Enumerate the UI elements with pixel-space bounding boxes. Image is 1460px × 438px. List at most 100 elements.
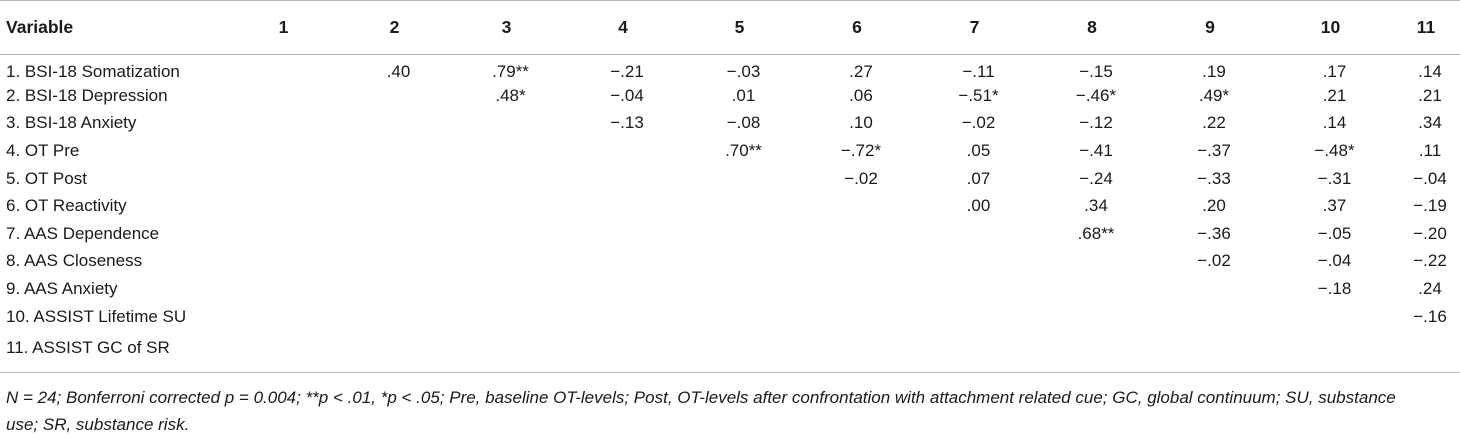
correlation-cell: .34 bbox=[1033, 192, 1151, 220]
correlation-cell: −.04 bbox=[1392, 165, 1460, 193]
correlation-cell bbox=[1033, 248, 1151, 276]
correlation-cell bbox=[1269, 303, 1392, 331]
correlation-cell bbox=[681, 192, 798, 220]
header-col-8: 8 bbox=[1033, 0, 1151, 55]
correlation-cell bbox=[798, 220, 916, 248]
correlation-cell bbox=[448, 110, 565, 138]
correlation-cell: −.02 bbox=[1151, 248, 1269, 276]
correlation-value: −.48* bbox=[1314, 141, 1355, 161]
correlation-value: .48* bbox=[495, 85, 526, 105]
correlation-cell: .24 bbox=[1392, 275, 1460, 303]
row-variable-label: 1. BSI-18 Somatization bbox=[6, 61, 180, 81]
correlation-value: −.15 bbox=[1079, 61, 1113, 81]
correlation-cell: .05 bbox=[916, 137, 1033, 165]
correlation-value: .05 bbox=[966, 141, 991, 161]
correlation-value: .07 bbox=[966, 168, 991, 188]
correlation-cell bbox=[565, 220, 681, 248]
correlation-cell: −.46* bbox=[1033, 82, 1151, 110]
correlation-value: −.51* bbox=[958, 85, 999, 105]
correlation-cell bbox=[226, 82, 341, 110]
correlation-value: −.04 bbox=[1413, 168, 1447, 188]
correlation-cell: .34 bbox=[1392, 110, 1460, 138]
correlation-value: −.11 bbox=[962, 61, 995, 81]
correlation-cell bbox=[341, 248, 448, 276]
correlation-cell: −.02 bbox=[916, 110, 1033, 138]
correlation-cell bbox=[341, 165, 448, 193]
table-row: 6. OT Reactivity .00 .34 .20 .37 −.19 bbox=[0, 192, 1460, 220]
correlation-cell: −.19 bbox=[1392, 192, 1460, 220]
correlation-cell: −.18 bbox=[1269, 275, 1392, 303]
table-row: 10. ASSIST Lifetime SU −.16 bbox=[0, 303, 1460, 331]
correlation-cell bbox=[681, 275, 798, 303]
correlation-cell: .17 bbox=[1269, 55, 1392, 83]
correlation-cell: .70** bbox=[681, 137, 798, 165]
correlation-cell bbox=[341, 110, 448, 138]
table-row: 5. OT Post −.02 .07 −.24 −.33 −.31 −.04 bbox=[0, 165, 1460, 193]
correlation-cell: −.37 bbox=[1151, 137, 1269, 165]
correlation-cell: .37 bbox=[1269, 192, 1392, 220]
correlation-value: .17 bbox=[1322, 61, 1347, 81]
correlation-cell: .07 bbox=[916, 165, 1033, 193]
correlation-cell bbox=[226, 220, 341, 248]
correlation-value: −.18 bbox=[1317, 279, 1352, 299]
correlation-cell bbox=[448, 275, 565, 303]
correlation-cell: −.21 bbox=[565, 55, 681, 83]
correlation-value: −.04 bbox=[1317, 251, 1352, 271]
correlation-cell bbox=[226, 165, 341, 193]
correlation-cell bbox=[341, 303, 448, 331]
header-col-10: 10 bbox=[1269, 0, 1392, 55]
row-variable-label: 6. OT Reactivity bbox=[6, 196, 127, 216]
correlation-value: −.72* bbox=[840, 141, 882, 161]
correlation-cell bbox=[565, 303, 681, 331]
row-variable-label: 4. OT Pre bbox=[6, 141, 80, 161]
table-row: 8. AAS Closeness −.02 −.04 −.22 bbox=[0, 248, 1460, 276]
correlation-cell: .40 bbox=[341, 55, 448, 83]
table-row: 4. OT Pre .70** −.72* .05 −.41 −.37 −.48* .11 bbox=[0, 137, 1460, 165]
correlation-cell bbox=[798, 330, 916, 362]
header-col-1: 1 bbox=[226, 0, 341, 55]
correlation-cell: −.15 bbox=[1033, 55, 1151, 83]
correlation-cell bbox=[448, 192, 565, 220]
correlation-value: −.46* bbox=[1075, 85, 1117, 105]
correlation-cell bbox=[681, 165, 798, 193]
correlation-value: −.20 bbox=[1413, 223, 1447, 243]
correlation-cell bbox=[798, 275, 916, 303]
correlation-cell bbox=[681, 248, 798, 276]
correlation-cell bbox=[916, 330, 1033, 362]
correlation-value: .01 bbox=[731, 85, 756, 105]
correlation-cell: .68** bbox=[1033, 220, 1151, 248]
correlation-cell bbox=[916, 303, 1033, 331]
correlation-cell: −.48* bbox=[1269, 137, 1392, 165]
correlation-cell bbox=[448, 303, 565, 331]
correlation-cell: −.72* bbox=[798, 137, 916, 165]
header-col-2: 2 bbox=[341, 0, 448, 55]
correlation-cell bbox=[448, 137, 565, 165]
correlation-value: −.03 bbox=[726, 61, 761, 81]
row-variable-label: 8. AAS Closeness bbox=[6, 251, 143, 271]
correlation-value: .79** bbox=[492, 61, 529, 81]
table-footnote: N = 24; Bonferroni corrected p = 0.004; … bbox=[6, 384, 1456, 438]
correlation-cell: −.04 bbox=[1269, 248, 1392, 276]
correlation-value: .21 bbox=[1418, 85, 1442, 105]
correlation-cell bbox=[226, 137, 341, 165]
correlation-value: −.31 bbox=[1317, 168, 1352, 188]
correlation-cell bbox=[1151, 275, 1269, 303]
correlation-cell bbox=[1269, 330, 1392, 362]
correlation-cell: .14 bbox=[1392, 55, 1460, 83]
table-row: 1. BSI-18 Somatization .40 .79** −.21 −.03 .2… bbox=[0, 55, 1460, 83]
correlation-cell bbox=[448, 330, 565, 362]
correlation-cell: −.05 bbox=[1269, 220, 1392, 248]
correlation-value: −.24 bbox=[1079, 168, 1113, 188]
correlation-cell: −.31 bbox=[1269, 165, 1392, 193]
header-col-7: 7 bbox=[916, 0, 1033, 55]
correlation-value: .22 bbox=[1202, 113, 1226, 133]
correlation-cell: .10 bbox=[798, 110, 916, 138]
correlation-cell bbox=[681, 303, 798, 331]
correlation-value: −.02 bbox=[1197, 251, 1231, 271]
correlation-cell bbox=[565, 165, 681, 193]
correlation-cell: .01 bbox=[681, 82, 798, 110]
correlation-cell bbox=[1151, 330, 1269, 362]
correlation-value: −.21 bbox=[610, 61, 644, 81]
table-row: 3. BSI-18 Anxiety −.13 −.08 .10 −.02 −.12 .22.… bbox=[0, 110, 1460, 138]
